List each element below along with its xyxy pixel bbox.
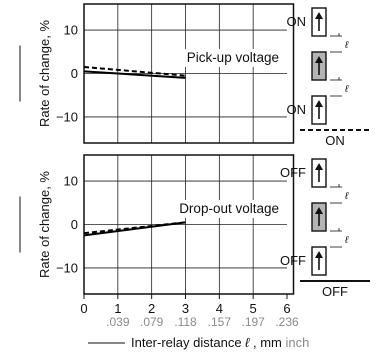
panel-title: Drop-out voltage bbox=[179, 201, 279, 216]
ell-symbol: ℓ bbox=[344, 84, 349, 95]
relay-bottom-label: ON bbox=[287, 102, 307, 117]
x-tick-label-inch: .197 bbox=[241, 315, 265, 329]
x-tick-label-inch: .079 bbox=[140, 315, 164, 329]
y-tick-label: 0 bbox=[71, 217, 78, 232]
x-tick-label-inch: .118 bbox=[174, 315, 197, 329]
arrow-head bbox=[315, 12, 323, 19]
arrow-head bbox=[315, 56, 323, 63]
x-tick-label-mm: 6 bbox=[283, 301, 290, 316]
panel-title: Pick-up voltage bbox=[187, 50, 279, 65]
x-tick-label-mm: 0 bbox=[80, 301, 87, 316]
y-tick-label: 10 bbox=[64, 23, 78, 38]
relay-top-label: OFF bbox=[280, 165, 306, 180]
ell-symbol: ℓ bbox=[344, 235, 349, 246]
series-line-dashed bbox=[83, 221, 186, 235]
x-tick-label-mm: 2 bbox=[148, 301, 155, 316]
series-line-solid bbox=[83, 70, 186, 79]
relay-bottom-label: OFF bbox=[280, 253, 306, 268]
y-axis-label: Rate of change, % bbox=[37, 20, 52, 127]
arrow-head bbox=[315, 207, 323, 214]
ell-symbol: ℓ bbox=[344, 40, 349, 51]
y-tick-label: 0 bbox=[71, 66, 78, 81]
x-tick-label-inch: .157 bbox=[208, 315, 232, 329]
title-backdrop bbox=[156, 200, 283, 218]
x-tick-label-mm: 5 bbox=[250, 301, 257, 316]
panel-frame bbox=[83, 154, 295, 295]
ell-symbol: ℓ bbox=[344, 191, 349, 202]
chart-panel-2: 10 0 −10 Rate of change, % Drop-out voltage O… bbox=[19, 154, 370, 299]
y-tick-label: 10 bbox=[64, 174, 78, 189]
legend-label: ON bbox=[325, 133, 345, 148]
series-line-dashed bbox=[83, 65, 186, 77]
title-backdrop bbox=[164, 49, 283, 67]
x-tick-label-mm: 1 bbox=[114, 301, 121, 316]
x-axis-label: Inter-relay distance ℓ , mm inch bbox=[131, 335, 309, 350]
arrow-head bbox=[315, 251, 323, 258]
arrow-head bbox=[315, 163, 323, 170]
series-line-solid bbox=[83, 221, 186, 237]
arrow-head bbox=[315, 100, 323, 107]
panel-frame bbox=[83, 3, 295, 144]
x-axis: 0 1 2 3 4 5 6 .039 .079 .118 .157 .197 .236 Inter-rel… bbox=[80, 294, 309, 350]
chart-panel-1: 10 0 −10 Rate of change, % Pick-up voltage ON… bbox=[19, 3, 370, 148]
y-tick-label: −10 bbox=[56, 109, 78, 124]
x-tick-label-inch: .039 bbox=[106, 315, 130, 329]
x-tick-label-mm: 4 bbox=[216, 301, 223, 316]
x-tick-label-inch: .236 bbox=[275, 315, 299, 329]
relay-top-label: ON bbox=[287, 14, 307, 29]
y-axis-label: Rate of change, % bbox=[37, 171, 52, 278]
y-tick-label: −10 bbox=[56, 260, 78, 275]
x-tick-label-mm: 3 bbox=[182, 301, 189, 316]
legend-label: OFF bbox=[322, 284, 348, 299]
